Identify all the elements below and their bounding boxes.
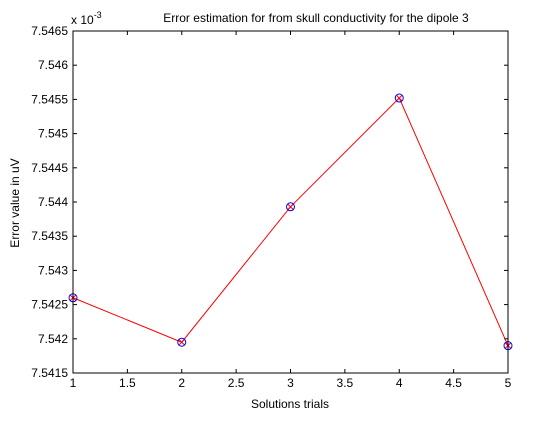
y-axis-exponent-base: x 10 <box>71 13 94 27</box>
marker-circle <box>394 93 404 103</box>
y-axis-label: Error value in uV <box>8 158 22 247</box>
y-tick-label: 7.5455 <box>31 92 68 106</box>
data-point-marker <box>177 337 187 347</box>
marker-cross <box>178 339 185 346</box>
y-tick-label: 7.5425 <box>31 298 68 312</box>
data-point-marker <box>394 93 404 103</box>
x-tick-label: 2 <box>178 376 185 390</box>
x-tick-label: 2.5 <box>228 376 245 390</box>
y-tick-label: 7.544 <box>38 195 68 209</box>
x-axis-ticks: 1 1.5 2 2.5 3 3.5 4 4.5 5 <box>70 31 512 390</box>
y-axis-ticks: 7.5415 7.542 7.5425 7.543 7.5435 7.544 7.5445 7… <box>31 24 508 380</box>
y-axis-exponent-power: -3 <box>94 10 102 20</box>
x-tick-label: 1.5 <box>119 376 136 390</box>
y-tick-label: 7.5465 <box>31 24 68 38</box>
y-tick-label: 7.543 <box>38 263 68 277</box>
y-axis-exponent: x 10-3 <box>71 10 102 27</box>
marker-circle <box>177 337 187 347</box>
plot-area <box>73 31 508 373</box>
y-tick-label: 7.5415 <box>31 366 68 380</box>
data-point-marker <box>286 202 295 212</box>
x-axis-label: Solutions trials <box>251 397 329 411</box>
marker-cross <box>287 203 294 210</box>
x-tick-label: 5 <box>505 376 512 390</box>
plot-frame <box>72 30 509 374</box>
chart-title: Error estimation for from skull conducti… <box>163 11 469 25</box>
y-tick-label: 7.5435 <box>31 229 68 243</box>
y-tick-label: 7.542 <box>38 332 68 346</box>
x-tick-label: 3.5 <box>337 376 354 390</box>
y-tick-label: 7.545 <box>38 127 68 141</box>
x-tick-label: 1 <box>70 376 77 390</box>
x-tick-label: 4 <box>396 376 403 390</box>
y-tick-label: 7.5445 <box>31 161 68 175</box>
marker-circle <box>286 202 295 212</box>
marker-cross <box>396 94 403 102</box>
x-tick-label: 3 <box>287 376 294 390</box>
series-layer <box>68 93 513 351</box>
y-tick-label: 7.546 <box>38 58 68 72</box>
x-tick-label: 4.5 <box>445 376 462 390</box>
